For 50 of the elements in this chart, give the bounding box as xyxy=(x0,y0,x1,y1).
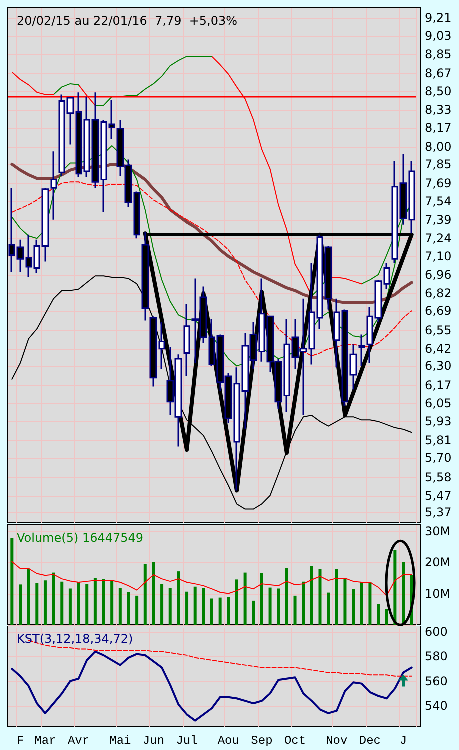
y-tick-label: 560 xyxy=(425,674,448,688)
y-tick-label: 7,54 xyxy=(425,194,452,208)
y-tick-label: 7,24 xyxy=(425,232,452,246)
y-tick-label: 8,85 xyxy=(425,47,452,62)
y-tick-label: 8,50 xyxy=(425,84,452,98)
y-tick-label: 6,30 xyxy=(425,359,452,374)
text: 20/02/15 au 22/01/16 7,79 +5,03% xyxy=(17,14,238,28)
y-tick-label: 5,58 xyxy=(425,470,452,485)
y-tick-label: 7,10 xyxy=(425,250,452,264)
y-tick-label: 5,81 xyxy=(425,433,452,448)
x-tick-label: F xyxy=(16,734,24,748)
y-tick-label: 600 xyxy=(425,625,448,639)
y-tick-label: 9,03 xyxy=(425,29,452,44)
y-tick-label: 8,33 xyxy=(425,103,452,118)
x-tick-label: Mai xyxy=(110,734,132,748)
x-tick-label: Jul xyxy=(176,734,198,748)
y-tick-label: 20M xyxy=(425,556,451,570)
x-tick-label: Oct xyxy=(284,734,306,748)
y-tick-label: 30M xyxy=(425,524,451,538)
y-tick-label: 7,69 xyxy=(425,176,452,190)
y-tick-label: 8,00 xyxy=(425,140,452,154)
y-tick-label: 8,17 xyxy=(425,120,452,135)
y-tick-label: 6,82 xyxy=(425,286,452,300)
x-tick-label: Aou xyxy=(218,734,240,748)
chart-title: KST(3,12,18,34,72) xyxy=(17,632,134,646)
y-tick-label: 6,42 xyxy=(425,342,452,356)
x-tick-label: Avr xyxy=(68,734,90,748)
y-tick-label: 7,39 xyxy=(425,212,452,227)
x-tick-label: Dec xyxy=(359,734,382,748)
y-tick-label: 7,85 xyxy=(425,157,452,172)
y-tick-label: 8,67 xyxy=(425,66,452,80)
x-tick-label: Sep xyxy=(251,734,273,748)
y-tick-label: 580 xyxy=(425,650,448,664)
y-tick-label: 6,05 xyxy=(425,396,452,410)
y-tick-label: 5,93 xyxy=(425,414,452,429)
y-tick-label: 10M xyxy=(425,586,451,601)
y-tick-label: 6,17 xyxy=(425,378,452,392)
x-tick-label: Mar xyxy=(34,734,56,748)
y-tick-label: 6,69 xyxy=(425,304,452,318)
y-tick-label: 540 xyxy=(425,699,448,714)
y-tick-label: 6,96 xyxy=(425,268,452,282)
x-tick-label: Jun xyxy=(142,734,165,748)
y-tick-label: 5,37 xyxy=(425,506,452,520)
x-tick-label: J xyxy=(400,734,408,748)
y-tick-label: 5,70 xyxy=(425,450,452,465)
y-tick-label: 5,47 xyxy=(425,488,452,503)
text: Volume(5) 16447549 xyxy=(17,531,144,545)
x-tick-label: Nov xyxy=(326,734,348,748)
y-tick-label: 6,55 xyxy=(425,324,452,338)
y-tick-label: 9,21 xyxy=(425,10,452,25)
